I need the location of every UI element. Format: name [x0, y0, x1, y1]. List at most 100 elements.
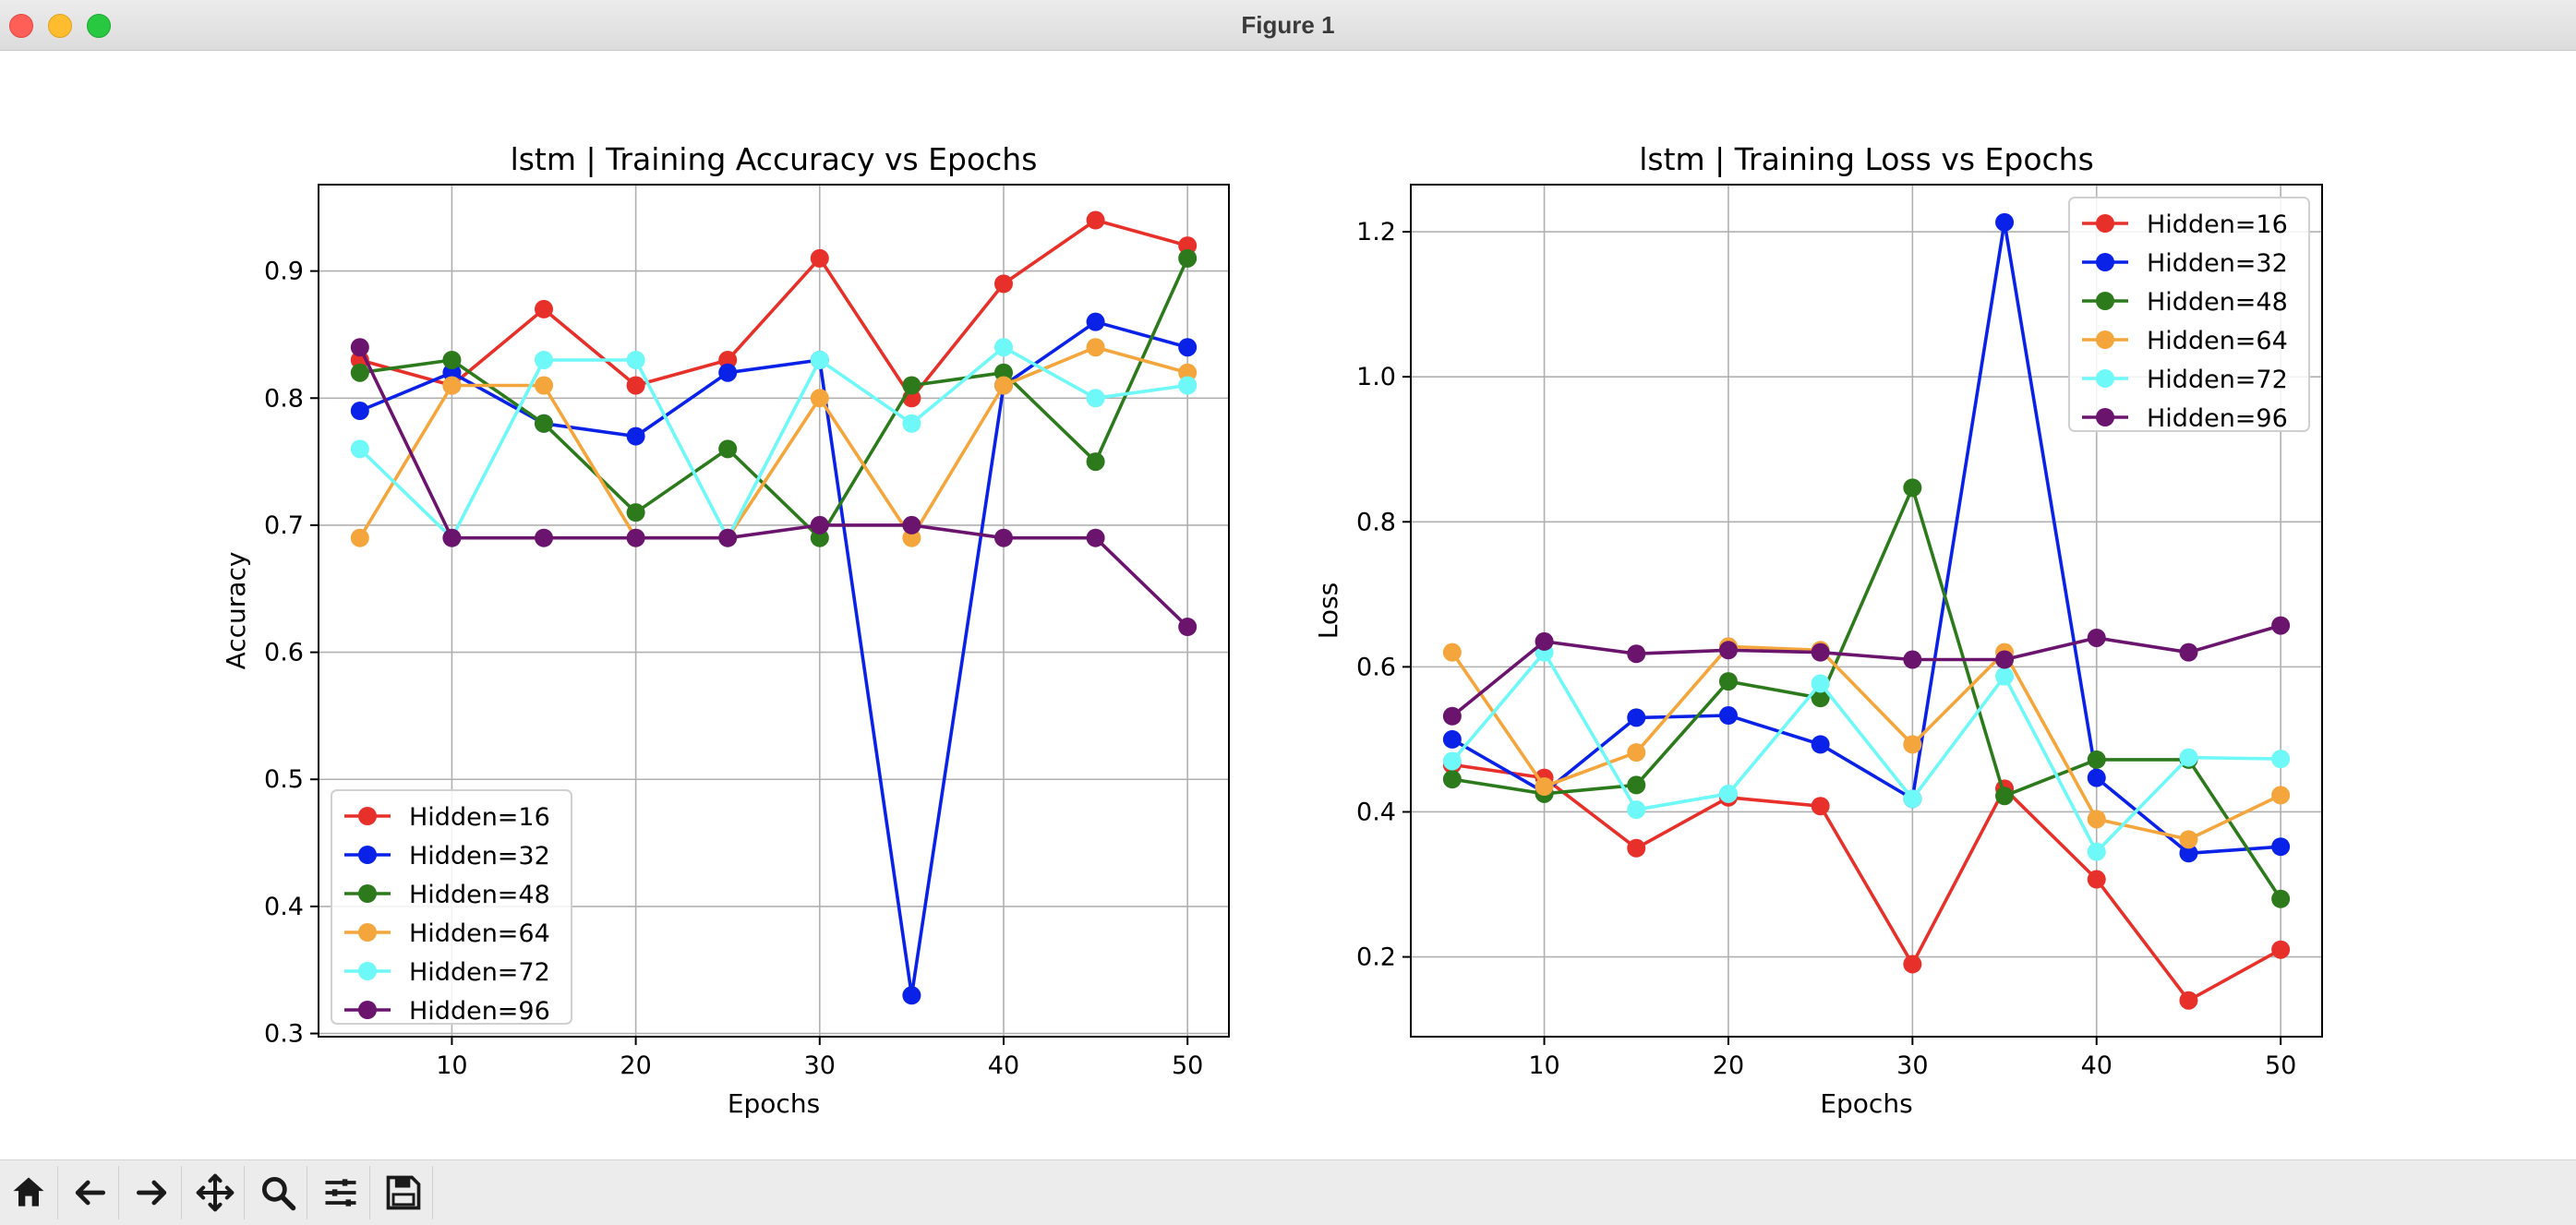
y-tick-label: 0.8 [264, 384, 304, 413]
data-point [810, 248, 829, 268]
data-point [1627, 775, 1646, 795]
x-tick-label: 30 [1896, 1051, 1928, 1080]
data-point [810, 528, 829, 547]
legend-label: Hidden=48 [409, 881, 550, 909]
data-point [1086, 452, 1105, 472]
x-tick-label: 50 [1172, 1051, 1203, 1080]
data-point [1442, 706, 1462, 726]
series-line [358, 345, 1188, 540]
data-point [810, 389, 829, 408]
legend-label: Hidden=72 [409, 958, 550, 987]
data-point [626, 503, 645, 522]
y-tick-label: 1.0 [1356, 363, 1396, 391]
series-line [359, 218, 1188, 401]
data-point [718, 528, 738, 547]
data-point [1178, 236, 1198, 256]
x-tick-label: 20 [1713, 1051, 1744, 1080]
data-point [1903, 735, 1922, 754]
save-button[interactable] [375, 1166, 433, 1219]
data-point [626, 350, 645, 369]
data-point [535, 376, 554, 395]
data-point [535, 350, 554, 369]
data-point [350, 402, 369, 421]
data-point [535, 414, 554, 433]
data-point [1627, 743, 1646, 763]
x-tick-label: 40 [988, 1051, 1019, 1080]
data-point [902, 986, 921, 1005]
data-point [2087, 750, 2106, 769]
x-tick-label: 30 [804, 1051, 836, 1080]
x-axis-label: Epochs [1820, 1088, 1912, 1119]
data-point [1086, 528, 1105, 547]
chart-loss: 10 20 30 40 50 0.2 0.4 0.6 0.8 1.0 1.2 lstm | Train… [1313, 141, 2323, 1119]
y-tick-label: 0.3 [264, 1020, 304, 1049]
legend-box [331, 789, 572, 1025]
data-point [993, 274, 1013, 294]
data-point [902, 528, 921, 547]
legend-marker [358, 1001, 377, 1019]
arrow-left-icon [75, 1180, 106, 1206]
data-point [2179, 748, 2198, 767]
configure-subplots-button[interactable] [312, 1166, 370, 1219]
data-point [993, 338, 1013, 357]
data-point [993, 528, 1013, 547]
data-point [1086, 312, 1105, 331]
data-point [902, 376, 921, 395]
move-icon [196, 1173, 235, 1212]
forward-button[interactable] [124, 1166, 182, 1219]
data-point [350, 528, 369, 547]
data-point [2271, 786, 2291, 805]
data-point [1627, 644, 1646, 664]
data-point [2271, 750, 2291, 769]
data-point [1811, 674, 1830, 693]
x-tick-label: 20 [620, 1051, 651, 1080]
data-point [2087, 768, 2106, 787]
pan-button[interactable] [187, 1166, 245, 1219]
x-tick-label: 10 [436, 1051, 467, 1080]
data-point [1811, 735, 1830, 754]
series-line [1451, 650, 2281, 854]
data-point [1995, 650, 2015, 669]
data-point [442, 350, 462, 369]
y-tick-label: 0.4 [1356, 798, 1396, 826]
x-tick-label: 50 [2265, 1051, 2296, 1080]
data-point [1718, 641, 1738, 660]
home-button[interactable] [0, 1166, 58, 1219]
close-window-button[interactable] [9, 14, 33, 38]
x-tick-label: 10 [1528, 1051, 1559, 1080]
home-icon [13, 1177, 44, 1207]
data-point [626, 376, 645, 395]
y-axis-label: Accuracy [221, 552, 251, 670]
sliders-icon [325, 1179, 356, 1207]
series-line [1451, 763, 2281, 1003]
back-button[interactable] [61, 1166, 119, 1219]
data-point [1627, 838, 1646, 858]
y-tick-label: 0.2 [1356, 943, 1396, 972]
axes-frame [1410, 184, 2323, 1038]
navigation-toolbar [0, 1159, 2576, 1225]
axes-frame [318, 184, 1230, 1038]
legend: Hidden=16 Hidden=32 Hidden=48 Hidden=64 Hidd… [2068, 197, 2310, 433]
data-point [2179, 844, 2198, 863]
data-point [1995, 667, 2015, 686]
legend-label: Hidden=96 [409, 997, 550, 1026]
legend-marker [358, 923, 377, 942]
data-point [2271, 837, 2291, 857]
data-point [2087, 628, 2106, 647]
zoom-button[interactable] [249, 1166, 307, 1219]
data-point [1903, 789, 1922, 809]
minimize-window-button[interactable] [48, 14, 72, 38]
arrow-right-icon [136, 1180, 167, 1206]
data-point [535, 299, 554, 318]
data-point [350, 363, 369, 382]
data-point [1178, 338, 1198, 357]
maximize-window-button[interactable] [87, 14, 111, 38]
data-point [718, 363, 738, 382]
y-tick-label: 0.4 [264, 893, 304, 921]
y-tick-label: 0.5 [264, 765, 304, 794]
data-point [535, 528, 554, 547]
legend-label: Hidden=16 [409, 803, 550, 832]
legend-marker [2096, 330, 2114, 349]
data-point [2179, 830, 2198, 849]
legend-marker [2096, 369, 2114, 388]
